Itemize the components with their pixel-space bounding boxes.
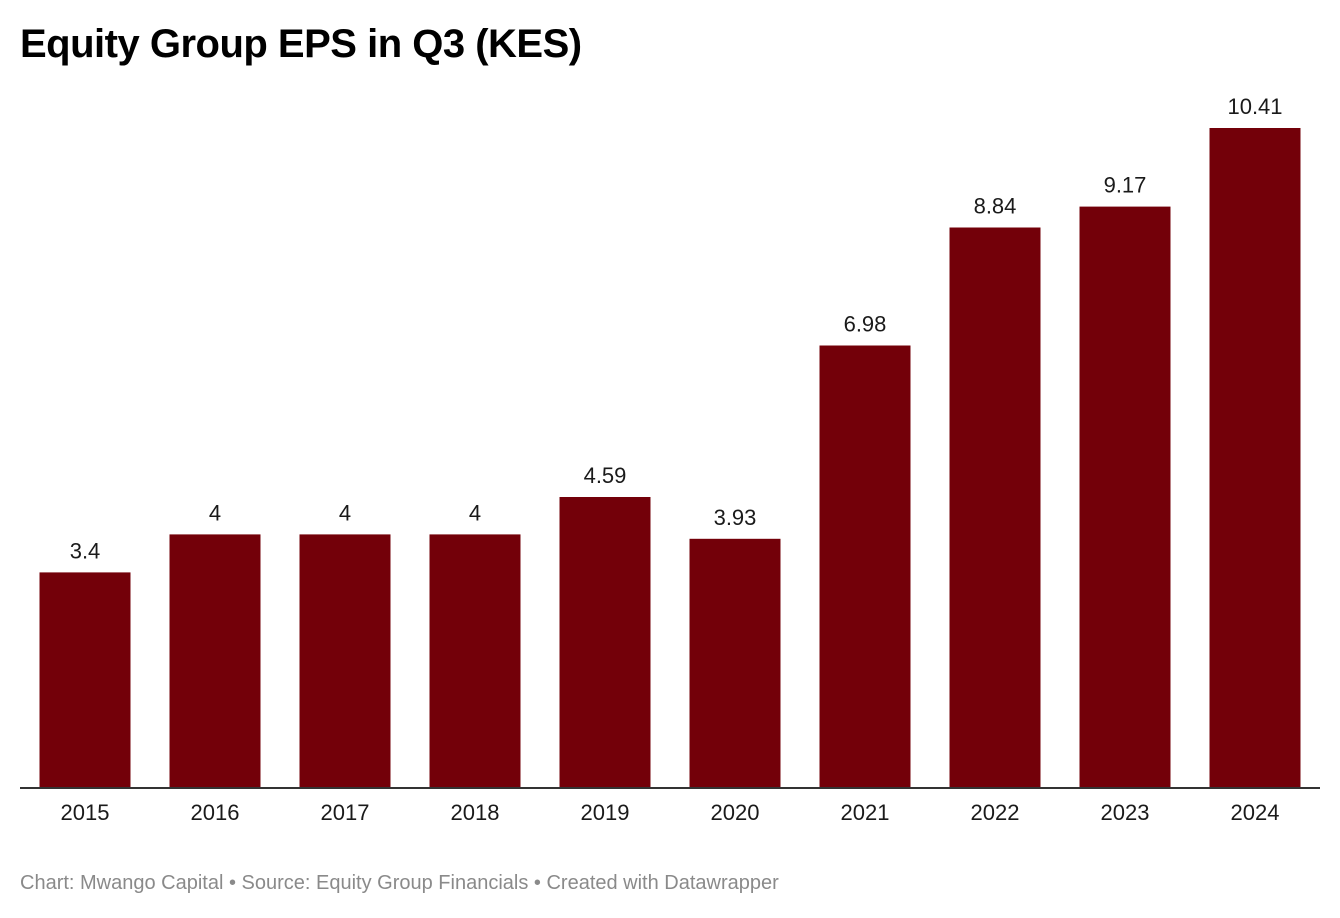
x-tick-label-2017: 2017: [321, 800, 370, 825]
value-labels-group: 3.4 4 4 4 4.59 3.93 6.98 8.84 9.17 10.41: [70, 94, 1283, 563]
chart-title: Equity Group EPS in Q3 (KES): [20, 22, 582, 66]
x-tick-label-2024: 2024: [1231, 800, 1280, 825]
bars-group: [39, 128, 1301, 789]
bar-2022: [949, 227, 1041, 788]
value-label-2016: 4: [209, 500, 221, 525]
x-tick-labels-group: 2015 2016 2017 2018 2019 2020 2021 2022 2023 2024: [61, 800, 1280, 825]
value-label-2022: 8.84: [974, 194, 1017, 219]
value-label-2023: 9.17: [1104, 173, 1147, 198]
bar-2015: [39, 572, 131, 788]
bar-2021: [819, 345, 911, 788]
chart-footer: Chart: Mwango Capital • Source: Equity G…: [20, 872, 779, 894]
x-tick-label-2021: 2021: [841, 800, 890, 825]
value-label-2018: 4: [469, 500, 481, 525]
bar-2024: [1209, 128, 1301, 788]
x-tick-label-2019: 2019: [581, 800, 630, 825]
value-label-2017: 4: [339, 500, 351, 525]
bar-2016: [169, 534, 261, 788]
bar-2018: [429, 534, 521, 788]
value-label-2024: 10.41: [1227, 94, 1282, 119]
bar-2017: [299, 534, 391, 788]
value-label-2021: 6.98: [844, 312, 887, 337]
bar-2023: [1079, 206, 1171, 789]
x-tick-label-2022: 2022: [971, 800, 1020, 825]
bar-2020: [689, 538, 781, 788]
value-label-2019: 4.59: [584, 463, 627, 488]
value-label-2015: 3.4: [70, 538, 101, 563]
bar-2019: [559, 497, 651, 788]
x-tick-label-2020: 2020: [711, 800, 760, 825]
x-tick-label-2015: 2015: [61, 800, 110, 825]
x-tick-label-2016: 2016: [191, 800, 240, 825]
x-tick-label-2023: 2023: [1101, 800, 1150, 825]
value-label-2020: 3.93: [714, 505, 757, 530]
x-tick-label-2018: 2018: [451, 800, 500, 825]
